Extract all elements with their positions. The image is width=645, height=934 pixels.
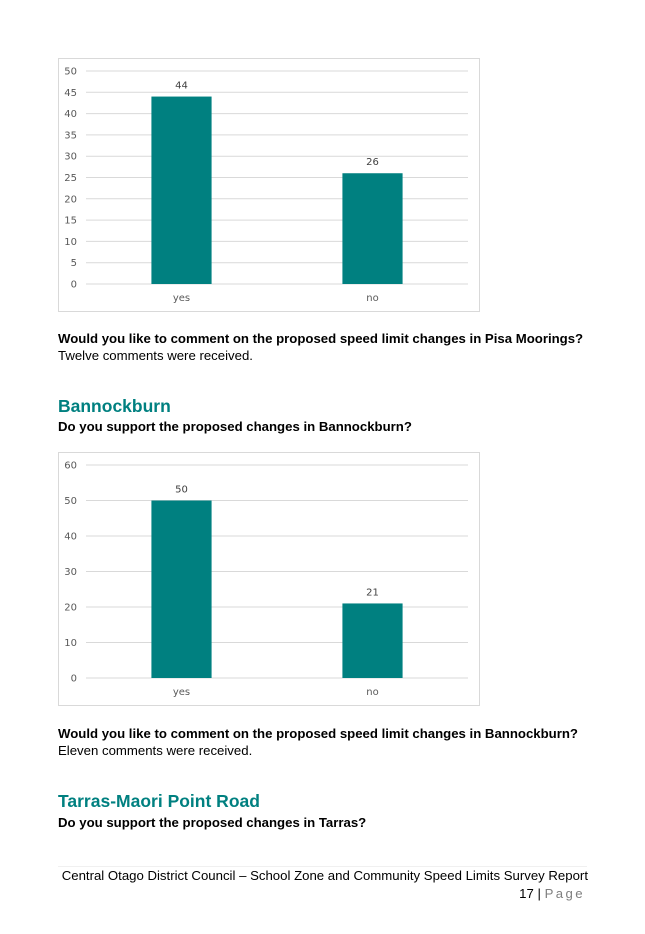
- y-tick-label: 40: [64, 532, 77, 543]
- y-tick-label: 20: [64, 194, 77, 205]
- bar-no: [342, 603, 403, 678]
- y-tick-label: 60: [64, 461, 77, 472]
- comment-count-bannockburn: Eleven comments were received.: [58, 743, 253, 758]
- support-question-bannockburn: Do you support the proposed changes in B…: [58, 419, 412, 434]
- y-tick-label: 0: [71, 674, 77, 685]
- comment-count-pisa-moorings: Twelve comments were received.: [58, 348, 253, 363]
- data-label: 44: [175, 81, 188, 92]
- bar-yes: [151, 96, 212, 284]
- y-tick-label: 25: [64, 173, 77, 184]
- footer-divider: [58, 866, 587, 867]
- bar-yes: [151, 500, 212, 678]
- page-number-value: 17: [519, 886, 534, 901]
- chart-svg: 0 5 10 15 20 25 30 35 40 45 50 44 yes 26 no: [64, 67, 468, 304]
- y-tick-label: 50: [64, 496, 77, 507]
- data-label: 50: [175, 485, 188, 496]
- data-label: 26: [366, 157, 379, 168]
- x-tick-label: no: [366, 293, 378, 304]
- chart-svg: 0 10 20 30 40 50 60 50 yes 21 no: [64, 461, 468, 698]
- y-tick-label: 30: [64, 152, 77, 163]
- bar-chart-pisa-moorings: 0 5 10 15 20 25 30 35 40 45 50 44 yes 26 no: [58, 58, 480, 312]
- x-tick-label: no: [366, 687, 378, 698]
- comment-question-bannockburn: Would you like to comment on the propose…: [58, 726, 578, 741]
- x-tick-label: yes: [173, 687, 190, 698]
- y-tick-label: 35: [64, 130, 77, 141]
- data-label: 21: [366, 587, 379, 598]
- comment-question-pisa-moorings: Would you like to comment on the propose…: [58, 331, 584, 346]
- y-tick-label: 10: [64, 638, 77, 649]
- support-question-tarras: Do you support the proposed changes in T…: [58, 815, 367, 830]
- page-word: Page: [544, 886, 585, 901]
- y-tick-label: 0: [71, 280, 77, 291]
- x-tick-label: yes: [173, 293, 190, 304]
- footer-report-title: Central Otago District Council – School …: [61, 868, 588, 883]
- section-heading-tarras: Tarras-Maori Point Road: [58, 791, 260, 811]
- y-tick-label: 5: [71, 258, 77, 269]
- y-tick-label: 50: [64, 67, 77, 78]
- y-tick-label: 10: [64, 237, 77, 248]
- y-tick-label: 40: [64, 109, 77, 120]
- y-tick-label: 20: [64, 603, 77, 614]
- bar-no: [342, 173, 403, 284]
- bar-chart-bannockburn: 0 10 20 30 40 50 60 50 yes 21 no: [58, 452, 480, 706]
- page-number: 17 | Page: [519, 886, 585, 901]
- y-tick-label: 45: [64, 88, 77, 99]
- y-tick-label: 30: [64, 567, 77, 578]
- y-tick-label: 15: [64, 216, 77, 227]
- page-separator: |: [537, 886, 541, 901]
- section-heading-bannockburn: Bannockburn: [58, 396, 171, 416]
